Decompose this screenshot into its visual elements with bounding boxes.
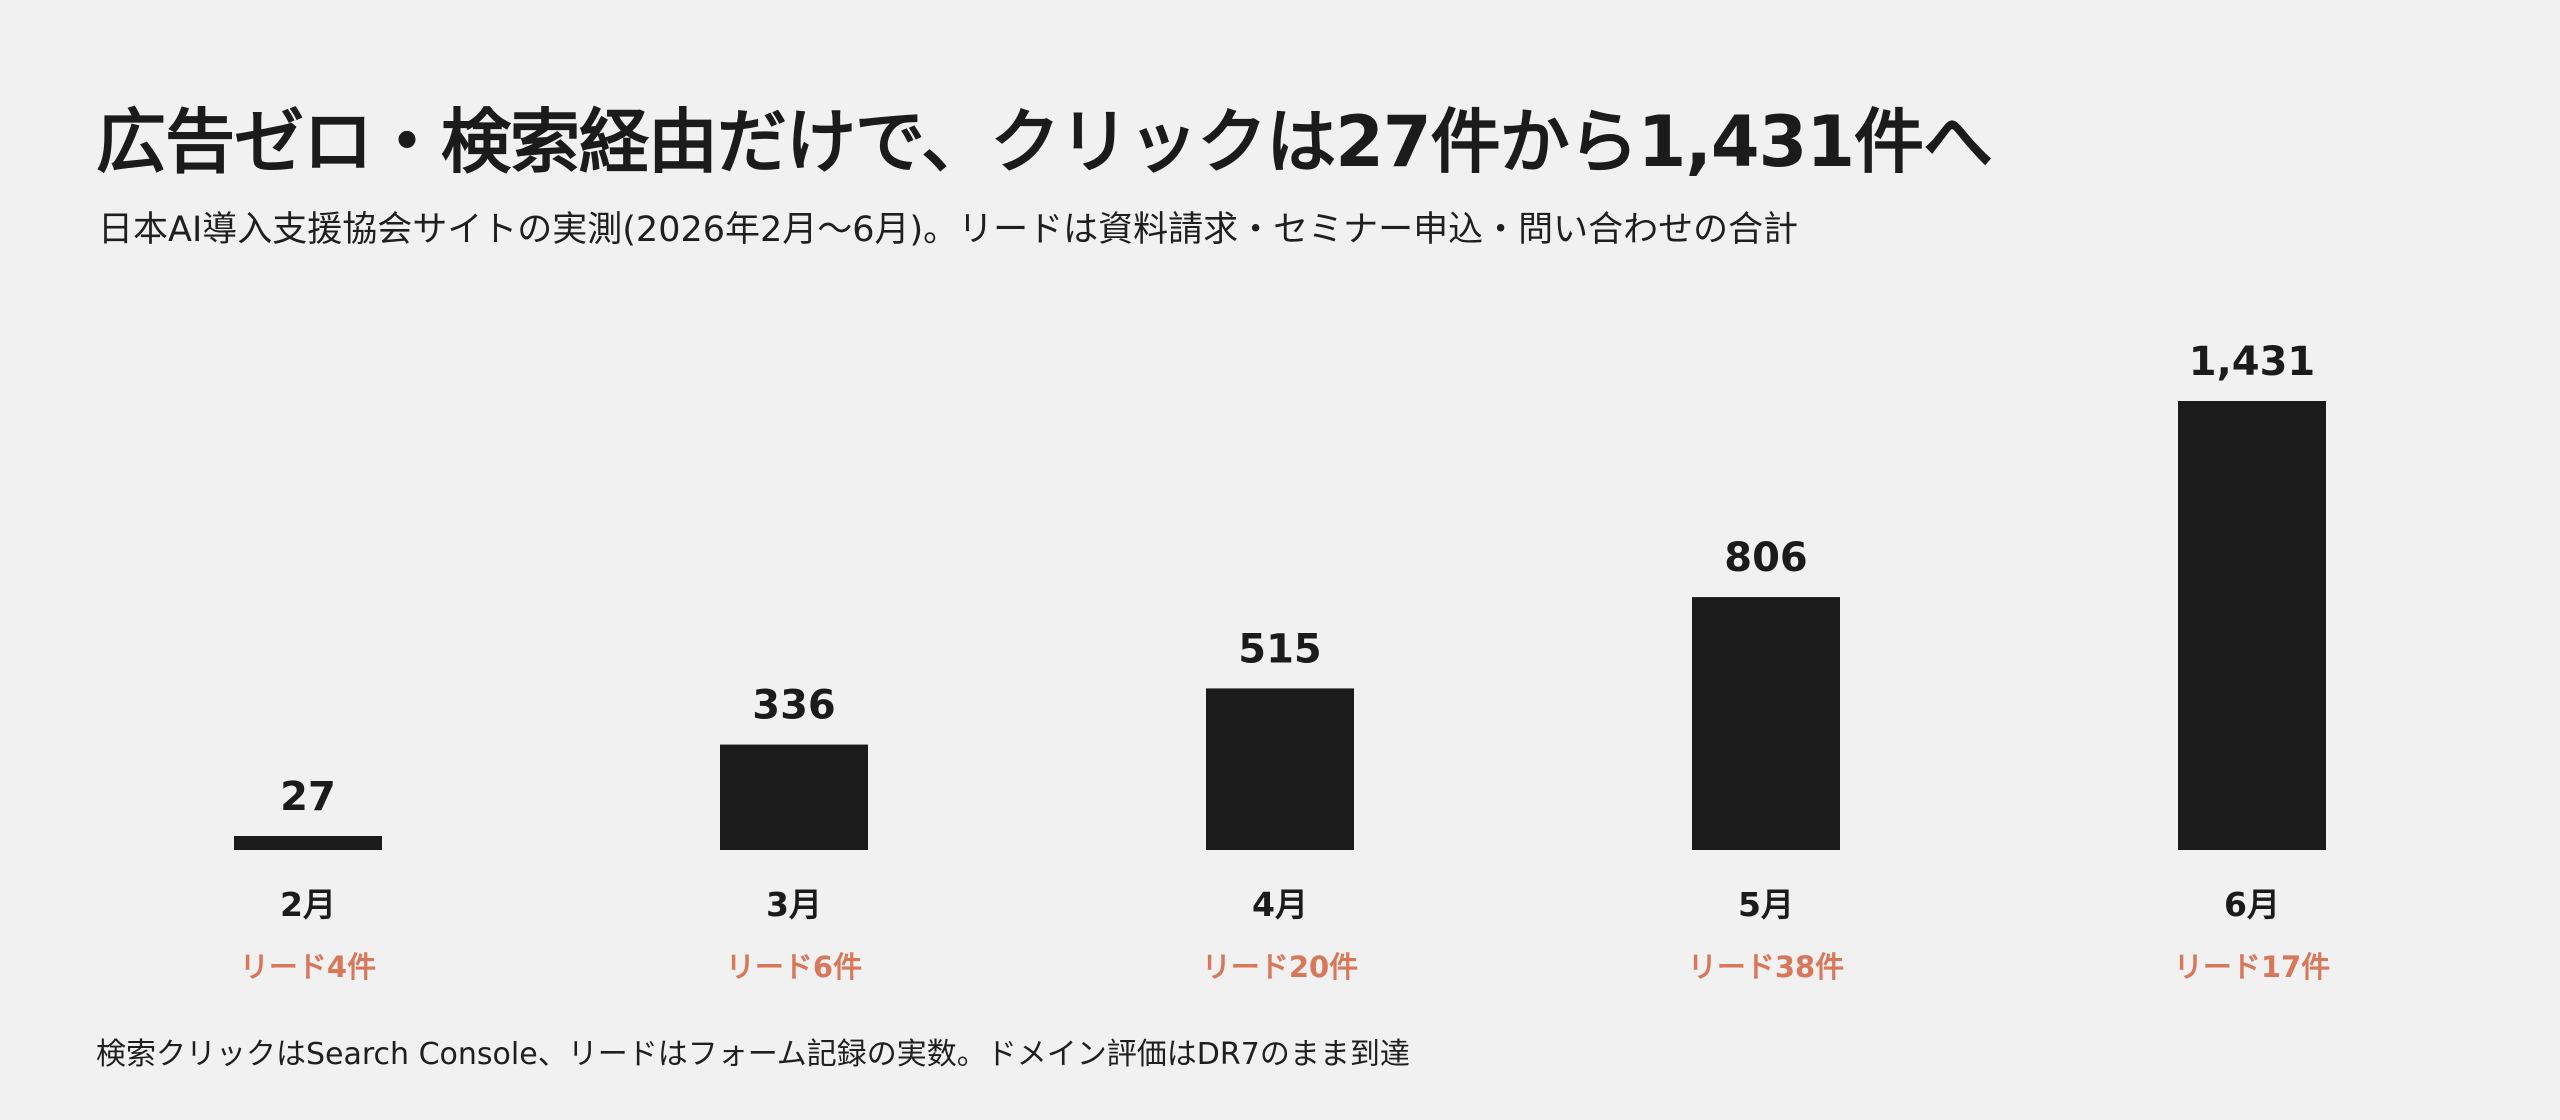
bar-2 (720, 744, 868, 850)
x-tick-label: 3月 (766, 885, 822, 924)
bar-value-label: 515 (1238, 626, 1322, 672)
bar-1 (234, 836, 382, 850)
bar-5 (2178, 401, 2326, 850)
bar-value-label: 1,431 (2189, 339, 2316, 385)
bar-value-label: 336 (752, 683, 836, 729)
chart-subtitle: 日本AI導入支援協会サイトの実測(2026年2月〜6月)。リードは資料請求・セミ… (98, 210, 1799, 250)
x-tick-label: 5月 (1738, 885, 1794, 924)
bar-value-label: 27 (280, 774, 336, 820)
lead-count-label: リード4件 (240, 950, 376, 984)
lead-count-label: リード38件 (1688, 950, 1844, 984)
bar-3 (1206, 688, 1354, 850)
lead-count-label: リード6件 (726, 950, 862, 984)
x-tick-label: 4月 (1252, 885, 1308, 924)
x-tick-label: 6月 (2224, 885, 2280, 924)
lead-count-label: リード17件 (2174, 950, 2330, 984)
bar-4 (1692, 597, 1840, 850)
lead-count-label: リード20件 (1202, 950, 1358, 984)
chart-footnote: 検索クリックはSearch Console、リードはフォーム記録の実数。ドメイン… (96, 1037, 1410, 1072)
chart-title: 広告ゼロ・検索経由だけで、クリックは27件から1,431件へ (96, 101, 1993, 183)
bar-value-label: 806 (1724, 535, 1808, 581)
x-tick-label: 2月 (280, 885, 336, 924)
